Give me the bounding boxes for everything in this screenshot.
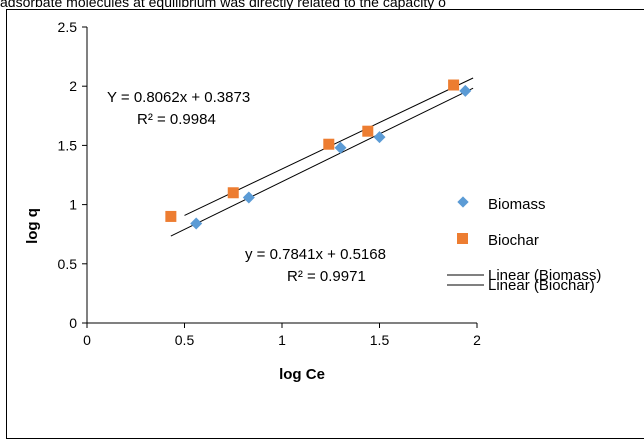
x-tick-label: 0.5 bbox=[175, 332, 195, 348]
y-axis-label: log q bbox=[24, 208, 41, 244]
y-tick-label: 0.5 bbox=[58, 256, 78, 272]
y-tick-label: 1.5 bbox=[58, 137, 78, 153]
legend-label-biochar: Biochar bbox=[488, 232, 539, 249]
axes: 0 0.5 1 1.5 2 2.5 0 0.5 1 1.5 2 bbox=[58, 19, 482, 348]
y-tick-label: 1 bbox=[69, 197, 77, 213]
legend-marker-biochar bbox=[457, 233, 468, 244]
legend-label-linear-biomass: Linear (Biomass) bbox=[488, 267, 601, 284]
biochar-point bbox=[227, 187, 239, 199]
biochar-equation: Y = 0.8062x + 0.3873 bbox=[107, 89, 250, 106]
biochar-r2: R² = 0.9984 bbox=[137, 111, 216, 128]
legend: Biomass Biochar Linear (Biomass) Linear … bbox=[447, 196, 601, 294]
y-tick-label: 2 bbox=[69, 78, 77, 94]
biochar-point bbox=[165, 210, 177, 222]
x-tick-label: 1.5 bbox=[370, 332, 390, 348]
biomass-point bbox=[190, 217, 203, 230]
x-axis-label: log Ce bbox=[279, 366, 325, 383]
biochar-point bbox=[323, 138, 335, 150]
trendline-biochar bbox=[170, 87, 474, 237]
y-tick-label: 0 bbox=[69, 315, 77, 331]
biochar-point bbox=[448, 79, 460, 91]
biomass-point bbox=[242, 191, 255, 204]
legend-label-biomass: Biomass bbox=[488, 196, 546, 213]
caption-text: adsorbate molecules at equilibrium was d… bbox=[0, 0, 446, 10]
biomass-r2: R² = 0.9971 bbox=[287, 268, 366, 285]
chart-labels: log Ce log q Y = 0.8062x + 0.3873 R² = 0… bbox=[24, 89, 386, 383]
data-points bbox=[165, 79, 472, 230]
x-tick-label: 2 bbox=[473, 332, 481, 348]
biochar-point bbox=[362, 125, 374, 137]
y-tick-label: 2.5 bbox=[58, 19, 78, 35]
x-tick-label: 0 bbox=[83, 332, 91, 348]
biomass-equation: y = 0.7841x + 0.5168 bbox=[245, 246, 386, 263]
legend-marker-biomass bbox=[457, 196, 469, 208]
biomass-point bbox=[459, 84, 472, 97]
x-tick-label: 1 bbox=[278, 332, 286, 348]
biomass-point bbox=[334, 141, 347, 154]
legend-label-linear-biochar: Linear (Biochar) bbox=[488, 277, 595, 294]
biomass-point bbox=[373, 131, 386, 144]
scatter-chart: 0 0.5 1 1.5 2 2.5 0 0.5 1 1.5 2 log Ce log q Y = 0… bbox=[24, 19, 601, 383]
